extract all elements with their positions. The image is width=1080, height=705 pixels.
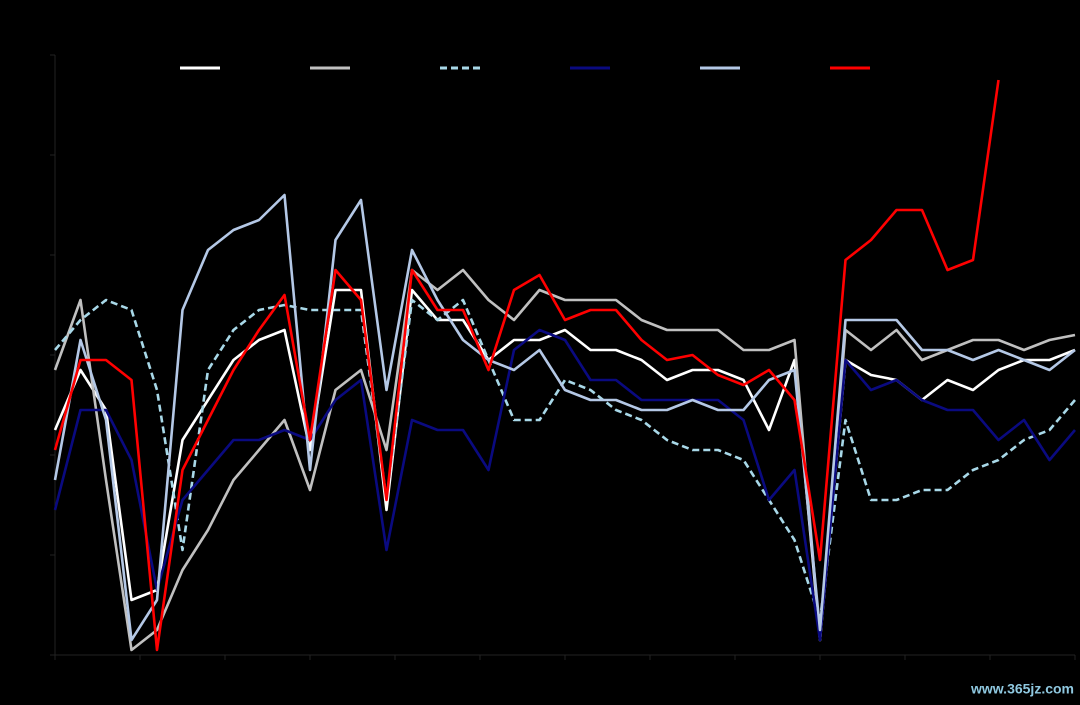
watermark: www.365jz.com <box>970 681 1074 697</box>
series-line <box>53 268 1076 652</box>
series-line <box>53 328 1076 642</box>
series-line <box>54 298 1076 622</box>
series-line <box>53 79 1000 652</box>
series-line <box>53 193 1076 642</box>
series-line <box>53 288 1076 642</box>
